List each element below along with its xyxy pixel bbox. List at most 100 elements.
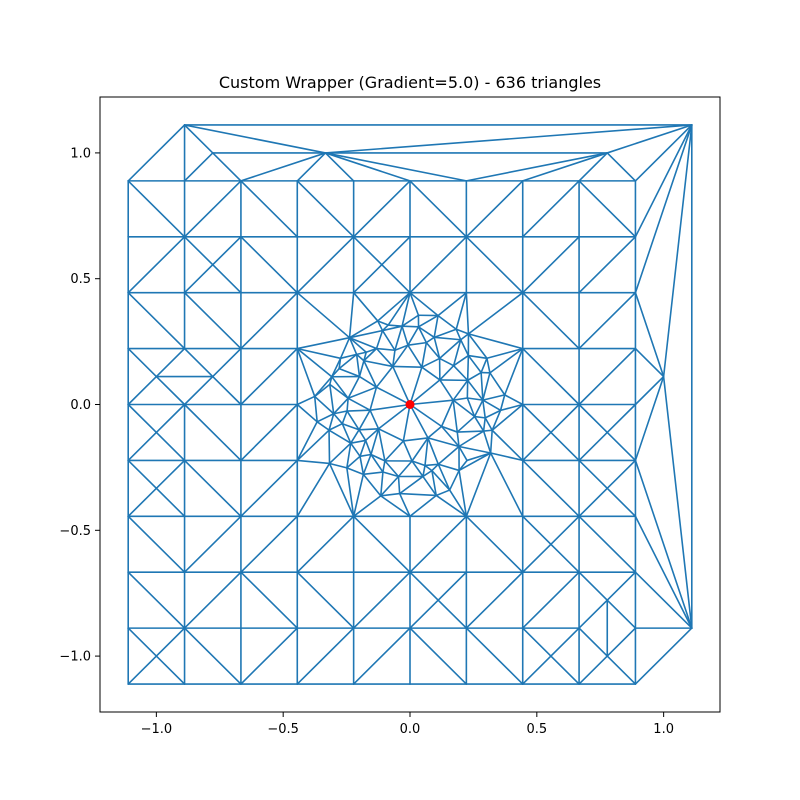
mesh-edge xyxy=(398,492,411,518)
mesh-edge xyxy=(455,328,470,335)
mesh-edge xyxy=(391,349,396,368)
y-tick-label: −1.0 xyxy=(59,650,91,665)
y-tick-label: 0.5 xyxy=(70,272,91,287)
mesh-edge xyxy=(662,375,693,629)
mesh-edge xyxy=(521,180,580,238)
mesh-edge xyxy=(358,428,380,431)
mesh-edge xyxy=(127,655,158,685)
mesh-edge xyxy=(370,453,384,473)
mesh-edge xyxy=(503,347,524,396)
mesh-edge xyxy=(324,124,693,154)
mesh-edge xyxy=(431,463,440,472)
mesh-edge xyxy=(296,515,355,574)
y-tick-label: 1.0 xyxy=(70,146,91,161)
mesh-edge xyxy=(409,627,468,685)
mesh-edge xyxy=(398,492,438,497)
mesh-edge xyxy=(578,347,637,406)
mesh-edge xyxy=(499,403,524,412)
mesh-edge xyxy=(521,403,552,434)
mesh-edge xyxy=(240,627,299,685)
mesh-edge xyxy=(634,124,693,238)
mesh-edge xyxy=(338,357,342,370)
mesh-edge xyxy=(391,365,423,368)
mesh-edge xyxy=(409,366,423,406)
mesh-edge xyxy=(459,333,470,341)
mesh-edge xyxy=(634,375,665,462)
mesh-edge xyxy=(422,475,438,497)
mesh-edge xyxy=(316,412,335,423)
mesh-edge xyxy=(521,235,580,294)
mesh-edge xyxy=(448,469,460,491)
mesh-edge xyxy=(381,263,411,294)
mesh-edge xyxy=(489,372,506,396)
mesh-edge xyxy=(347,386,378,400)
mesh-edge xyxy=(211,152,242,182)
mesh-edge xyxy=(467,354,482,374)
mesh-edge xyxy=(362,473,382,497)
mesh-edge xyxy=(348,336,367,354)
mesh-edge xyxy=(127,515,186,574)
mesh-edge xyxy=(332,410,348,415)
mesh-edge xyxy=(379,475,400,497)
mesh-edge xyxy=(411,460,424,478)
mesh-edge xyxy=(482,372,491,401)
mesh-edge xyxy=(352,180,411,238)
mesh-edge xyxy=(473,399,484,418)
mesh-edge xyxy=(127,571,186,629)
mesh-edge xyxy=(391,344,409,368)
mesh-edge xyxy=(183,375,214,406)
mesh-edge xyxy=(486,347,524,360)
mesh-edge xyxy=(407,341,428,346)
mesh-edge xyxy=(349,439,367,444)
mesh-edge xyxy=(183,124,214,154)
mesh-edge xyxy=(455,291,468,331)
mesh-edge xyxy=(328,442,352,465)
mesh-edge xyxy=(456,415,476,433)
mesh-edge xyxy=(296,459,331,465)
mesh-edge xyxy=(606,487,637,518)
mesh-edge xyxy=(296,347,316,398)
mesh-edge xyxy=(155,487,186,518)
mesh-edge xyxy=(155,655,186,685)
mesh-edge xyxy=(433,314,439,339)
mesh-edge xyxy=(330,357,342,378)
mesh-edge xyxy=(358,409,371,431)
mesh-edge xyxy=(296,336,351,350)
mesh-edge xyxy=(427,437,440,466)
mesh-edge xyxy=(296,291,351,339)
mesh-edge xyxy=(347,397,371,412)
mesh-edge xyxy=(240,235,299,294)
mesh-edge xyxy=(452,397,469,401)
mesh-edge xyxy=(352,473,365,518)
mesh-edge xyxy=(339,353,358,360)
mesh-edge xyxy=(439,364,455,381)
mesh-edge xyxy=(465,452,492,518)
mesh-edge xyxy=(328,375,333,386)
mesh-edge xyxy=(211,347,242,378)
mesh-edge xyxy=(427,437,460,448)
mesh-edge xyxy=(296,429,330,462)
mesh-edge xyxy=(346,467,365,476)
mesh-edge xyxy=(452,399,459,433)
mesh-edge xyxy=(486,357,491,374)
mesh-edge xyxy=(424,463,440,467)
mesh-edge xyxy=(466,452,492,462)
mesh-edge xyxy=(550,515,580,546)
mesh-edge xyxy=(127,627,158,657)
mesh-edge xyxy=(352,235,383,266)
mesh-edge xyxy=(578,627,609,657)
mesh-edge xyxy=(431,469,451,491)
mesh-edge xyxy=(409,571,439,601)
mesh-edge xyxy=(417,326,428,344)
mesh-edge xyxy=(411,437,429,462)
mesh-edge xyxy=(482,417,487,432)
mesh-edge xyxy=(466,397,476,418)
mesh-edge xyxy=(437,571,468,601)
mesh-edge xyxy=(183,403,242,462)
mesh-edge xyxy=(330,375,349,400)
mesh-edge xyxy=(359,439,367,458)
mesh-edge xyxy=(409,403,443,428)
mesh-edge xyxy=(466,371,482,382)
mesh-edge xyxy=(421,341,428,368)
